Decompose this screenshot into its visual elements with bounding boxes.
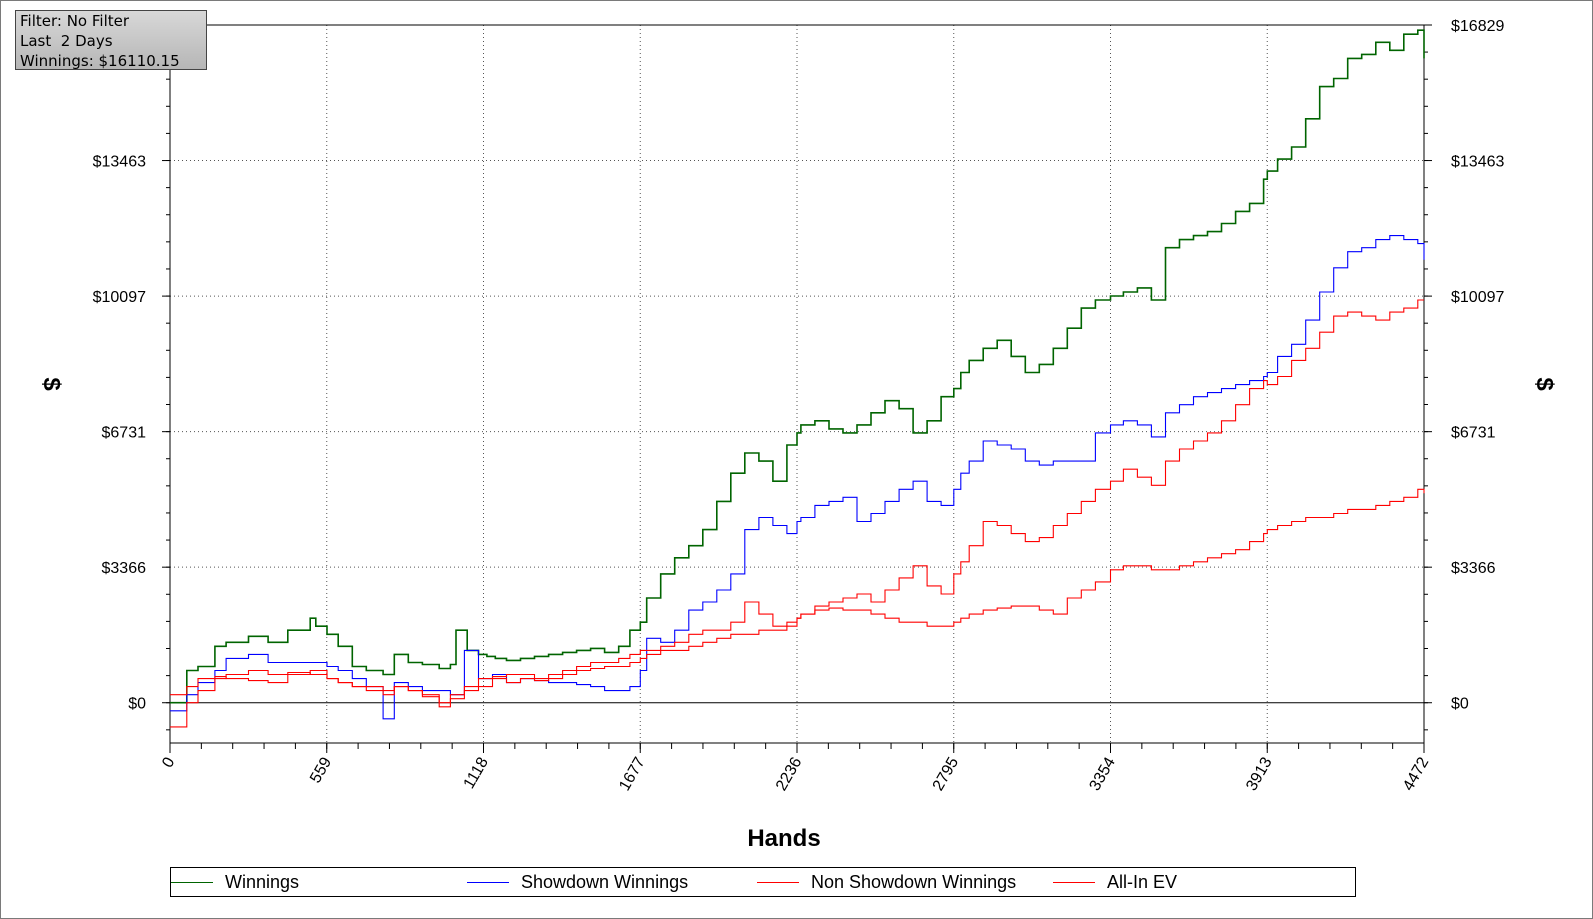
y-tick-label-right: $10097 [1451,289,1504,306]
legend-swatch [757,881,799,883]
y-tick-label-right: $0 [1451,696,1469,713]
chart-legend: Winnings Showdown Winnings Non Showdown Wi… [170,867,1356,897]
y-tick-label-left: $6731 [102,425,147,442]
y-tick-label-left: $3366 [102,560,147,577]
plot-border [169,24,1425,744]
x-tick-label: 1677 [616,754,649,793]
legend-swatch [467,881,509,883]
axes [162,24,1432,753]
x-tick-label: 2795 [930,754,963,793]
grid-lines [170,25,1424,743]
y-tick-label-right: $13463 [1451,154,1504,171]
y-tick-label-left: $10097 [93,289,146,306]
legend-label: Winnings [225,871,300,892]
legend-item-winnings: Winnings [171,868,299,896]
legend-item-showdown-winnings: Showdown Winnings [467,868,688,896]
x-tick-label: 4472 [1400,754,1433,793]
series-line-showdown-winnings [170,235,1425,720]
legend-item-non-showdown-winnings: Non Showdown Winnings [757,868,1016,896]
x-tick-label: 0 [159,754,178,770]
x-tick-label: 559 [307,754,335,786]
x-tick-label: 2236 [773,754,806,793]
filter-label: Filter: No Filter [20,12,130,30]
legend-label: Non Showdown Winnings [811,871,1017,892]
y-tick-label-right: $3366 [1451,560,1496,577]
filter-info-box: Filter: No Filter Last 2 Days Winnings: … [15,10,207,70]
tick-labels: 0 559 1118 1677 2236 2795 3354 3913 4472 $0 $0 $336… [93,18,1505,794]
y-tick-label-right: $6731 [1451,425,1496,442]
y-axis-title-right: $ [1531,377,1558,391]
x-tick-label: 1118 [461,754,492,791]
series-line-winnings [170,29,1425,704]
y-tick-label-right: $16829 [1451,18,1504,35]
series-lines [170,29,1425,728]
y-axis-title-left: $ [38,377,65,391]
winnings-label: Winnings: $16110.15 [20,52,180,70]
date-range-label: Last 2 Days [20,32,113,50]
x-tick-label: 3913 [1243,754,1276,793]
series-line-all-in-ev [170,488,1425,728]
y-tick-label-left: $13463 [93,154,146,171]
legend-label: Showdown Winnings [521,871,689,892]
x-axis-title: Hands [747,825,820,852]
legend-item-all-in-ev: All-In EV [1053,868,1177,896]
y-tick-label-left: $0 [128,696,146,713]
x-tick-label: 3354 [1086,754,1119,793]
legend-swatch [1053,881,1095,883]
legend-swatch [171,881,213,883]
legend-label: All-In EV [1107,871,1178,892]
